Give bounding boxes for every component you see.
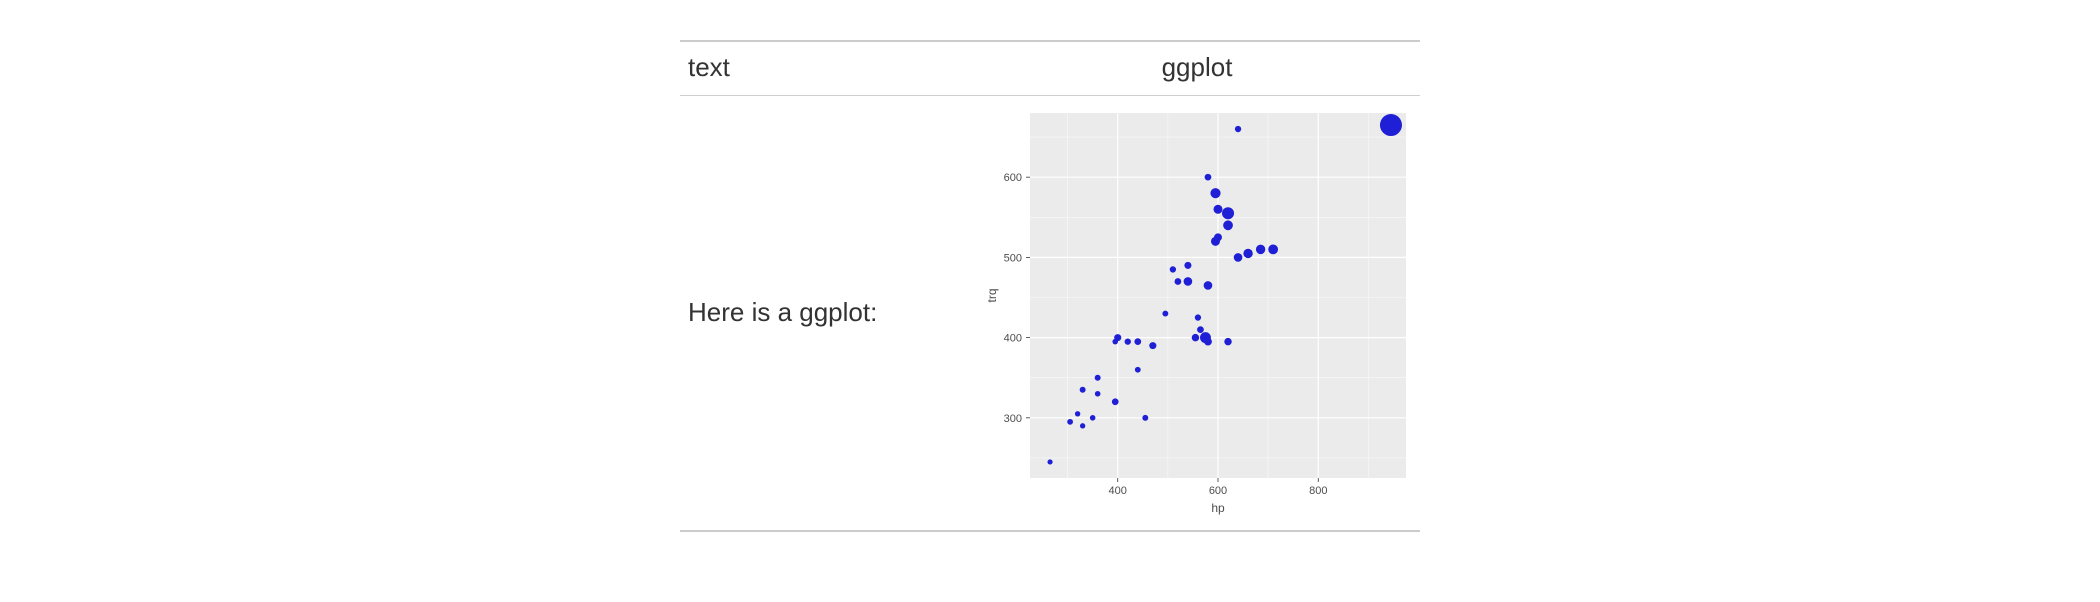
- svg-text:300: 300: [1004, 413, 1022, 425]
- header-text: text: [680, 42, 974, 95]
- svg-text:400: 400: [1109, 485, 1127, 497]
- rule-header: [680, 95, 1420, 96]
- cell-text-value: Here is a ggplot:: [688, 297, 877, 327]
- svg-text:hp: hp: [1211, 501, 1225, 515]
- cell-ggplot: 400 600 800 300 400 500 600 hp trq: [974, 95, 1420, 530]
- svg-text:600: 600: [1004, 172, 1022, 184]
- svg-text:500: 500: [1004, 252, 1022, 264]
- two-column-table: text ggplot Here is a ggplot: 400 600 800 3…: [680, 42, 1420, 530]
- rule-bottom: [680, 530, 1420, 532]
- svg-text:trq: trq: [985, 288, 999, 302]
- header-ggplot: ggplot: [974, 42, 1420, 95]
- table-row: Here is a ggplot: 400 600 800 300 400 500 600 h…: [680, 95, 1420, 530]
- svg-text:400: 400: [1004, 333, 1022, 345]
- scatter-plot: 400 600 800 300 400 500 600 hp trq: [982, 105, 1412, 520]
- svg-text:800: 800: [1309, 485, 1327, 497]
- svg-text:600: 600: [1209, 485, 1227, 497]
- cell-text: Here is a ggplot:: [680, 95, 974, 530]
- table-container: text ggplot Here is a ggplot: 400 600 800 3…: [680, 0, 1420, 532]
- table-header-row: text ggplot: [680, 42, 1420, 95]
